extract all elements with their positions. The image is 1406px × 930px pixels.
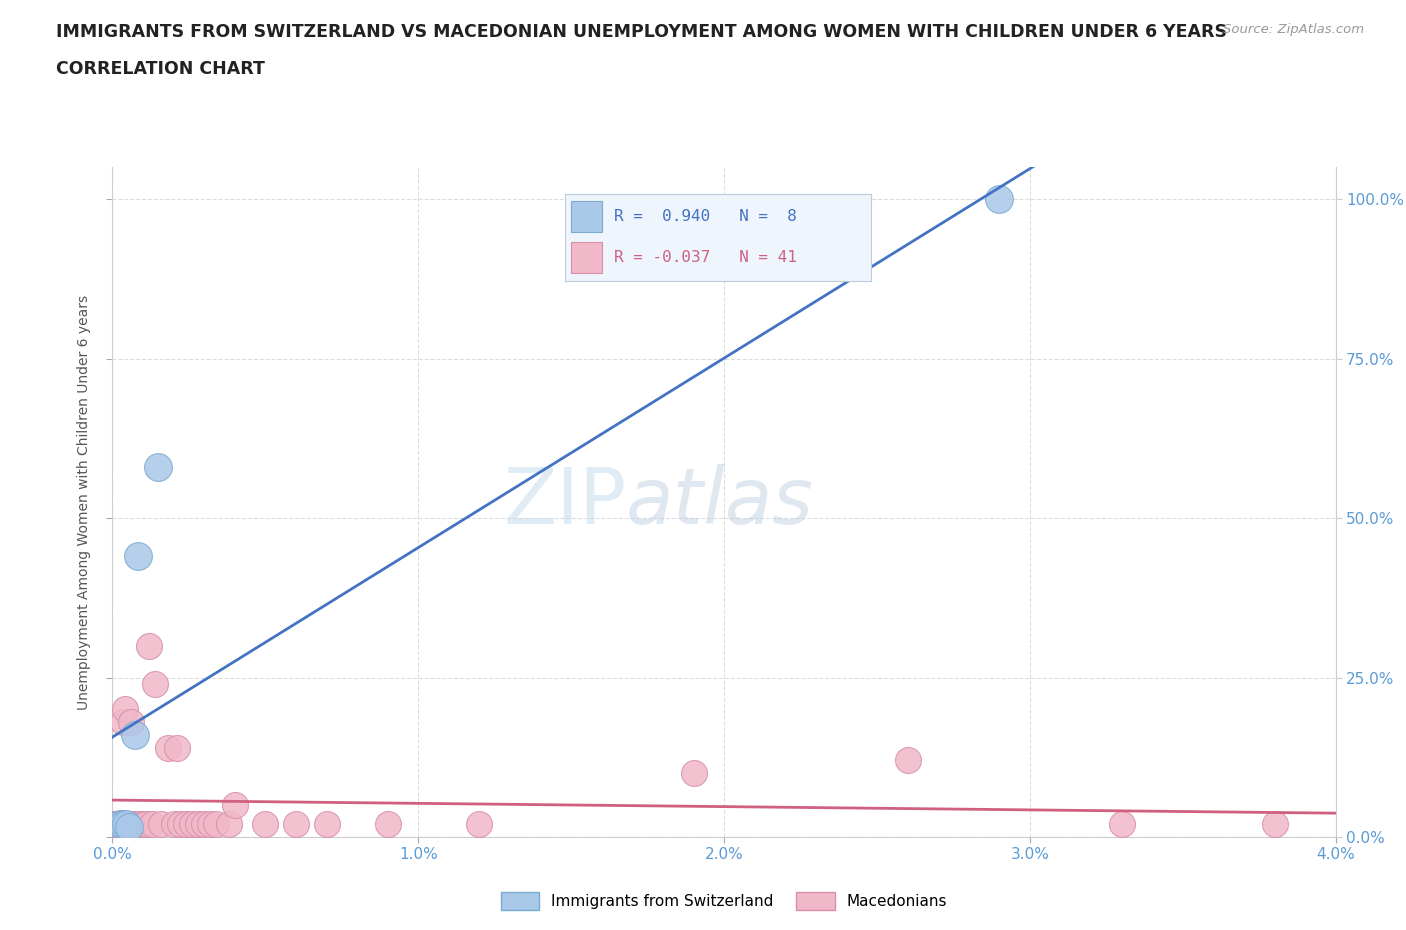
Text: atlas: atlas (626, 464, 814, 540)
Point (315, 817, 337, 831)
Point (200, 817, 222, 831)
Point (218, 817, 240, 831)
Point (141, 817, 163, 831)
Point (169, 817, 191, 831)
Point (138, 638, 160, 653)
Point (108, 817, 131, 831)
Point (254, 817, 277, 831)
Point (1111, 817, 1133, 831)
Y-axis label: Unemployment Among Women with Children Under 6 years: Unemployment Among Women with Children U… (77, 295, 91, 710)
Point (897, 753, 920, 768)
Point (988, 192, 1011, 206)
Point (468, 817, 491, 831)
Point (148, 459, 170, 474)
Point (115, 817, 138, 831)
Point (181, 817, 204, 831)
Point (143, 676, 166, 691)
Point (112, 817, 135, 831)
Point (107, 817, 129, 831)
Point (1264, 817, 1286, 831)
Text: CORRELATION CHART: CORRELATION CHART (56, 60, 266, 78)
Point (124, 727, 146, 742)
Point (118, 820, 141, 835)
Point (132, 817, 155, 831)
Point (104, 817, 127, 831)
Text: R =  0.940   N =  8: R = 0.940 N = 8 (614, 209, 797, 224)
Point (111, 817, 134, 831)
Bar (571, 242, 602, 272)
Text: R = -0.037   N = 41: R = -0.037 N = 41 (614, 250, 797, 265)
Text: Source: ZipAtlas.com: Source: ZipAtlas.com (1223, 23, 1364, 36)
Point (187, 817, 209, 831)
Point (108, 817, 131, 831)
Point (150, 817, 173, 831)
Point (682, 765, 704, 780)
Point (103, 817, 125, 831)
Point (122, 817, 145, 831)
Point (135, 817, 157, 831)
Point (205, 817, 228, 831)
Point (284, 817, 308, 831)
Point (105, 817, 128, 831)
Point (129, 817, 152, 831)
Point (193, 817, 215, 831)
Point (117, 817, 139, 831)
Point (127, 549, 149, 564)
Point (112, 715, 135, 730)
Point (156, 740, 179, 755)
Point (224, 798, 246, 813)
Point (120, 715, 142, 730)
Point (166, 740, 188, 755)
Point (174, 817, 197, 831)
Bar (571, 201, 602, 232)
Point (121, 817, 143, 831)
Text: ZIP: ZIP (503, 464, 626, 540)
Point (114, 702, 136, 717)
Point (163, 817, 186, 831)
Point (377, 817, 399, 831)
Legend: Immigrants from Switzerland, Macedonians: Immigrants from Switzerland, Macedonians (495, 885, 953, 916)
Text: IMMIGRANTS FROM SWITZERLAND VS MACEDONIAN UNEMPLOYMENT AMONG WOMEN WITH CHILDREN: IMMIGRANTS FROM SWITZERLAND VS MACEDONIA… (56, 23, 1227, 41)
Point (115, 817, 138, 831)
